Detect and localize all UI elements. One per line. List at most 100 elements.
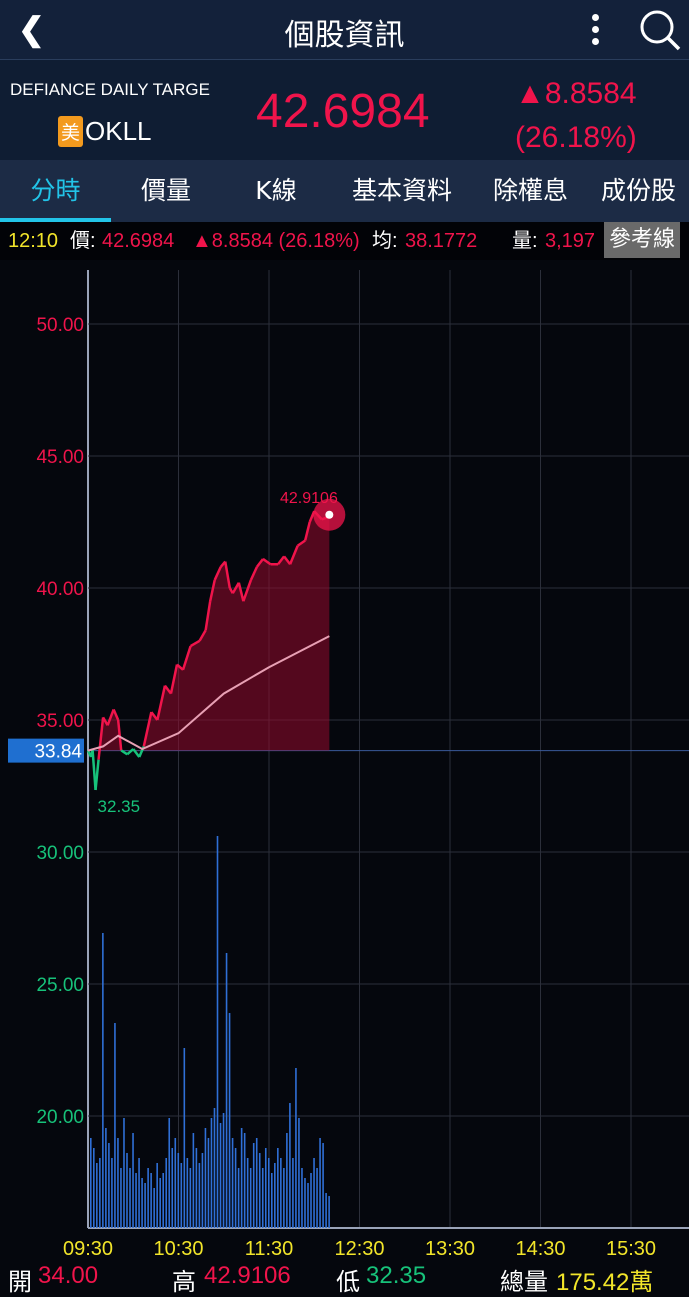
- price-line-segment: [208, 579, 216, 602]
- volume-bar: [216, 836, 219, 1228]
- volume-bar: [249, 1168, 252, 1228]
- volume-bar: [114, 1023, 116, 1228]
- volume-bar: [90, 1138, 92, 1228]
- volume-bar: [219, 1123, 222, 1228]
- volume-bar: [280, 1158, 282, 1228]
- volume-bar: [286, 1133, 288, 1228]
- tab-kline[interactable]: K線: [255, 176, 297, 205]
- volume-bar: [123, 1118, 125, 1228]
- volume-bar: [102, 933, 104, 1228]
- volume-bar: [159, 1178, 161, 1228]
- low-label: 32.35: [98, 797, 141, 816]
- x-tick-label: 15:30: [606, 1238, 656, 1260]
- volume-bar: [307, 1183, 309, 1228]
- price-line-segment: [237, 582, 245, 602]
- volume-bar: [195, 1148, 198, 1228]
- quote-change: ▲8.8584 (26.18%): [192, 230, 360, 252]
- reference-line-button[interactable]: 參考線: [604, 222, 680, 258]
- volume-bar: [222, 1113, 225, 1228]
- reference-tag: [8, 738, 84, 763]
- volume-bar: [144, 1183, 146, 1228]
- volume-bar: [261, 1168, 264, 1228]
- volume-bar: [99, 1158, 101, 1228]
- volume-bar: [192, 1133, 195, 1228]
- volume-bar: [310, 1173, 312, 1228]
- volume-bar: [183, 1048, 186, 1228]
- volume-bar: [328, 1196, 330, 1228]
- volume-bar: [304, 1178, 306, 1228]
- open-value: 34.00: [38, 1262, 99, 1289]
- tab-price-volume[interactable]: 價量: [140, 176, 191, 205]
- x-tick-label: 14:30: [515, 1238, 565, 1260]
- price-label: 價:: [70, 230, 96, 252]
- tab-intraday[interactable]: 分時: [0, 160, 111, 222]
- volume-bar: [295, 1068, 297, 1228]
- price-line-segment: [150, 711, 159, 721]
- volume-bar: [132, 1133, 134, 1228]
- price-line-segment: [303, 521, 311, 541]
- price-line-segment: [169, 664, 179, 694]
- intraday-chart: 09:30 10:30 11:30 12:30 13:30 14:30 15:30 50.00…: [8, 270, 689, 1260]
- volume-bar: [283, 1168, 285, 1228]
- price-line-segment: [296, 539, 306, 547]
- volume-bar: [213, 1108, 216, 1228]
- change-value: ▲8.8584: [515, 77, 637, 110]
- price-line-segment: [242, 579, 253, 602]
- volume-bar: [240, 1128, 243, 1228]
- volume-bar: [292, 1158, 294, 1228]
- y-tick-label: 20.00: [36, 1107, 84, 1128]
- volume-bar: [204, 1128, 207, 1228]
- tab-fundamentals[interactable]: 基本資料: [351, 176, 452, 205]
- volume-bar: [120, 1168, 122, 1228]
- volume-bar: [271, 1173, 273, 1228]
- volume-bar: [171, 1148, 174, 1228]
- volume-bar: [255, 1138, 258, 1228]
- tab-constituents[interactable]: 成份股: [600, 176, 676, 205]
- y-tick-label: 30.00: [36, 843, 84, 864]
- volume-bar: [225, 953, 228, 1228]
- volume-bar: [267, 1158, 270, 1228]
- quote-avg: 38.1772: [405, 230, 478, 252]
- price-line-segment: [231, 582, 240, 594]
- price-line-segment: [106, 708, 115, 726]
- stock-code: 美 OKLL: [58, 116, 152, 147]
- more-vertical-icon[interactable]: [585, 12, 605, 48]
- volume-bar: [231, 1138, 234, 1228]
- price-line-segment: [283, 555, 292, 565]
- volume-bar: [264, 1148, 267, 1228]
- volume-bar: [168, 1118, 171, 1228]
- search-icon[interactable]: [638, 8, 682, 52]
- volume-bar: [237, 1168, 240, 1228]
- stock-change: ▲8.8584 (26.18%): [515, 72, 637, 160]
- price-line-segment: [198, 629, 207, 642]
- volume-bar: [207, 1138, 210, 1228]
- tab-dividends[interactable]: 除權息: [492, 176, 568, 205]
- price-line-segment: [97, 717, 105, 760]
- volume-bar: [186, 1158, 189, 1228]
- volume-bar: [298, 1118, 300, 1228]
- price-line-segment: [255, 558, 264, 568]
- volume-bar: [325, 1193, 327, 1228]
- volume-bar: [117, 1138, 119, 1228]
- back-button[interactable]: ❮: [18, 11, 45, 47]
- price-area: [88, 511, 330, 751]
- volume-bar: [201, 1153, 204, 1228]
- volume-bar: [126, 1153, 128, 1228]
- price-line-segment: [116, 719, 123, 751]
- volume-bar: [153, 1188, 155, 1228]
- volume-bar: [147, 1168, 149, 1228]
- app-header: ❮ 個股資訊: [0, 0, 689, 60]
- y-tick-label: 25.00: [36, 975, 84, 996]
- volume-bar: [141, 1178, 143, 1228]
- price-line-segment: [204, 601, 212, 631]
- price-line-segment: [112, 708, 120, 721]
- price-line-segment: [163, 684, 172, 695]
- low-value: 32.35: [366, 1262, 427, 1289]
- current-point: [325, 510, 334, 519]
- price-line-segment: [249, 566, 259, 581]
- price-line-segment: [94, 759, 100, 791]
- quote-line: 12:10 價: 42.6984 ▲8.8584 (26.18%) 均: 38.…: [0, 222, 689, 260]
- volume-bar: [177, 1153, 180, 1228]
- price-line-segment: [181, 645, 192, 671]
- vol-label: 量:: [512, 230, 538, 252]
